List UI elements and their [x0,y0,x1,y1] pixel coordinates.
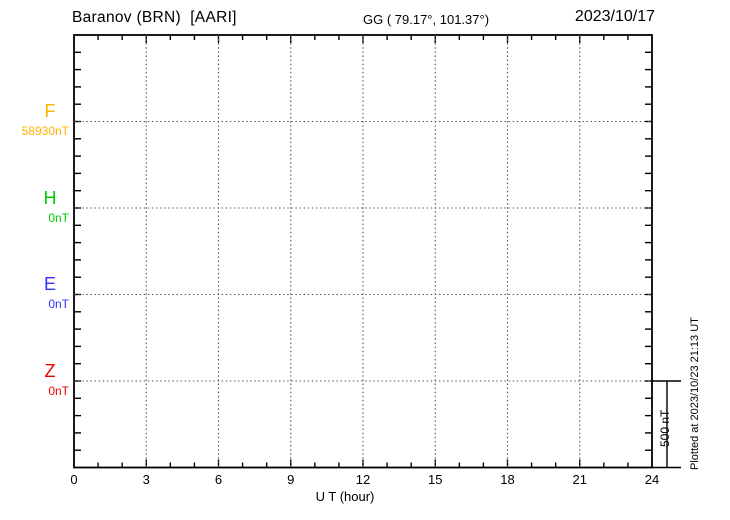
component-baseline-value-e: 0nT [48,297,69,311]
x-tick-label: 0 [70,472,78,487]
x-tick-label: 3 [142,472,150,487]
component-label-f: F [44,101,56,121]
x-tick-label: 9 [287,472,295,487]
component-label-e: E [43,274,56,294]
x-tick-label: 6 [214,472,223,487]
x-tick-label: 12 [355,472,371,487]
x-tick-label: 15 [428,472,443,487]
geographic-coords-label: GG ( 79.17°, 101.37°) [363,12,490,27]
component-label-z: Z [44,360,56,381]
component-baseline-value-h: 0nT [48,210,69,225]
station-title: Baranov (BRN) [AARI] [72,9,237,26]
component-baseline-value-f: 58930nT [21,124,69,138]
plotted-at-label: Plotted at 2023/10/23 21:13 UT [689,317,701,470]
date-label: 2023/10/17 [574,8,655,25]
x-axis-title: U T (hour) [315,489,375,504]
component-baseline-value-z: 0nT [48,383,69,398]
x-tick-label: 21 [572,472,587,487]
x-tick-label: 24 [644,472,660,487]
x-tick-label: 18 [500,472,515,487]
scale-bar-label: 500 nT [658,409,672,447]
component-label-h: H [43,187,57,208]
